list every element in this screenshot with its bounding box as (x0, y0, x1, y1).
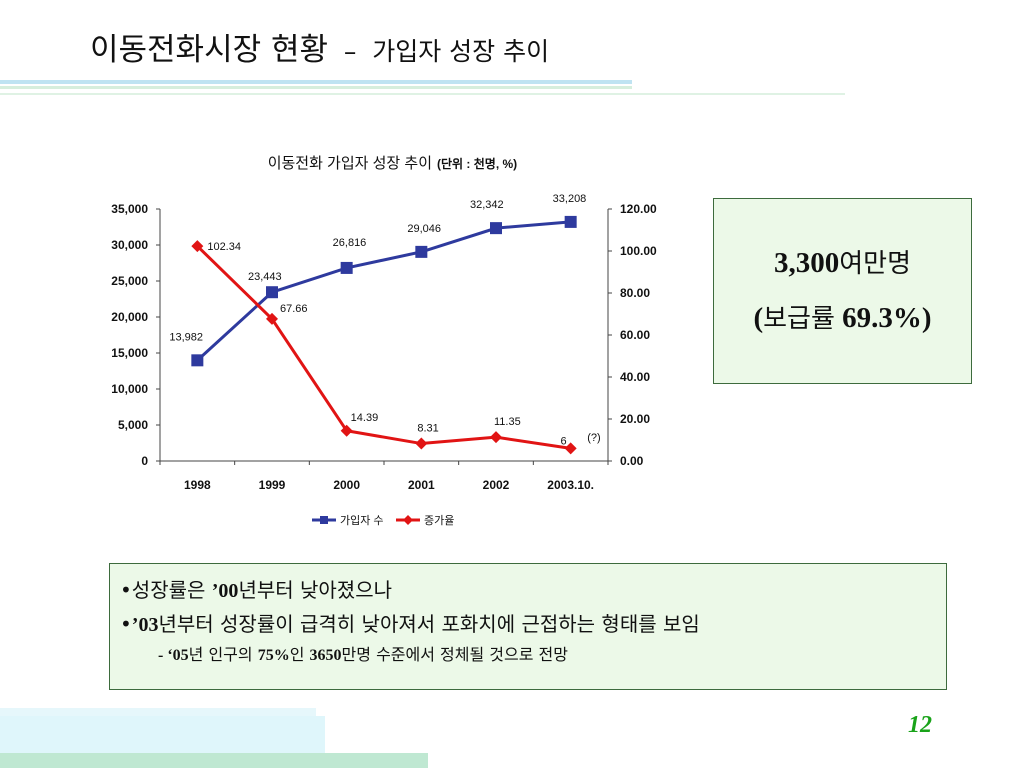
note-year: ’03 (131, 614, 159, 636)
growth-rate-point (490, 431, 502, 444)
subscriber-total: 3,300여만명 (714, 243, 971, 280)
subscriber-data-label: 32,342 (470, 199, 504, 211)
chart-title: 이동전화 가입자 성장 추이 (268, 155, 432, 172)
subscriber-point (415, 245, 428, 258)
penetration-rate: (보급률 69.3%) (714, 298, 971, 335)
series-line-subscribers (196, 220, 571, 362)
growth-rate-data-label: 14.39 (351, 412, 379, 424)
x-tick-label: 2002 (483, 478, 510, 492)
subscriber-data-label: 13,982 (169, 331, 203, 343)
footer-decoration-green (0, 753, 428, 768)
note-text: 년 인구의 (188, 645, 253, 664)
page-number: 12 (908, 712, 932, 738)
x-tick-label: 1999 (259, 478, 286, 492)
note-line-2: •’03년부터 성장률이 급격히 낮아져서 포화치에 근접하는 형태를 보임 (120, 608, 936, 642)
y-left-tick-label: 20,000 (111, 310, 148, 324)
chart-legend: 가입자 수 증가율 (312, 514, 454, 527)
growth-rate-data-label: 102.34 (207, 241, 241, 253)
y-right-tick-label: 80.00 (620, 286, 650, 300)
subscriber-data-label: 23,443 (248, 271, 282, 283)
x-tick-label: 2003.10. (547, 478, 594, 492)
chart-series-marks (191, 215, 577, 455)
note-bullet: • (120, 578, 132, 602)
subscriber-growth-chart: 이동전화 가입자 성장 추이 (단위 : 천명, %) 0 5,000 10,000… (111, 155, 657, 527)
subscriber-point (340, 261, 353, 274)
note-text: 성장률은 (131, 578, 206, 602)
slide-subtitle: 가입자 성장 추이 (372, 37, 550, 66)
slide-title-main: 이동전화시장 현황 (90, 32, 329, 68)
title-rule-bottom (0, 93, 845, 95)
growth-rate-point (266, 312, 278, 325)
x-tick-label: 2001 (408, 478, 435, 492)
growth-rate-point (191, 240, 204, 253)
legend-marker-subscribers (320, 516, 328, 524)
y-right-tick-label: 100.00 (620, 244, 657, 258)
note-year: - ‘05 (158, 647, 189, 664)
penetration-value: 69.3%) (842, 302, 932, 334)
growth-rate-point (415, 437, 428, 450)
penetration-open-paren: ( (753, 302, 764, 334)
growth-rate-data-label: 67.66 (280, 303, 308, 315)
growth-rate-point (340, 424, 353, 437)
y-right-tick-label: 120.00 (620, 202, 657, 216)
subscriber-point (490, 222, 502, 235)
note-year: ’00 (211, 580, 239, 602)
y-left-tick-label: 30,000 (111, 238, 148, 252)
subscriber-data-label: 29,046 (407, 223, 441, 235)
growth-rate-data-label: 11.35 (494, 416, 521, 428)
y-right-tick-label: 20.00 (620, 412, 650, 426)
x-tick-label: 2000 (333, 478, 360, 492)
note-percent: 75% (257, 647, 290, 664)
note-text: 년부터 낮아졌으나 (238, 578, 392, 602)
y-left-tick-label: 10,000 (111, 382, 148, 396)
y-right-tick-label: 0.00 (620, 454, 644, 468)
y-left-tick-label: 0 (141, 454, 148, 468)
subscriber-data-label: 33,208 (553, 193, 587, 205)
note-bullet: • (120, 612, 132, 636)
title-rule-top (0, 80, 632, 84)
note-text: 년부터 성장률이 급격히 낮아져서 포화치에 근접하는 형태를 보임 (158, 612, 700, 636)
subscriber-total-unit: 여만명 (839, 249, 911, 279)
note-text: 만명 수준에서 정체될 것으로 전망 (341, 645, 568, 664)
note-line-3: - ‘05년 인구의 75%인 3650만명 수준에서 정체될 것으로 전망 (120, 642, 936, 669)
y-left-tick-label: 35,000 (111, 202, 148, 216)
y-right-tick-label: 40.00 (620, 370, 650, 384)
x-tick-label: 1998 (184, 478, 211, 492)
y-left-tick-label: 5,000 (118, 418, 148, 432)
note-line-1: •성장률은 ’00년부터 낮아졌으나 (120, 574, 936, 608)
note-number: 3650 (309, 647, 342, 664)
legend-label-subscribers: 가입자 수 (340, 514, 384, 527)
slide-title: 이동전화시장 현황 – 가입자 성장 추이 (90, 24, 549, 69)
chart-axes: 0 5,000 10,000 15,000 20,000 25,000 30,000 35,0… (111, 202, 657, 492)
growth-rate-data-label: 8.31 (417, 423, 438, 435)
y-right-tick-label: 60.00 (620, 328, 650, 342)
legend-marker-growth-rate (403, 515, 413, 525)
chart-data-labels: 13,982 23,443 26,816 29,046 32,342 33,208 102.… (169, 193, 586, 447)
subscriber-point (266, 286, 278, 299)
chart-series-lines (196, 220, 571, 450)
summary-notes-box: •성장률은 ’00년부터 낮아졌으나 •’03년부터 성장률이 급격히 낮아져서… (109, 563, 947, 690)
subscriber-point (564, 215, 577, 228)
subscriber-data-label: 26,816 (333, 237, 367, 249)
chart-annotation: (?) (587, 432, 600, 444)
slide-title-dash: – (343, 37, 357, 66)
footer-decoration-cyan (0, 716, 325, 753)
legend-label-growth-rate: 증가율 (424, 514, 454, 527)
growth-rate-data-label: 6 (561, 435, 567, 447)
chart-title-unit: (단위 : 천명, %) (437, 156, 517, 171)
title-rule-middle (0, 86, 632, 89)
y-left-tick-label: 15,000 (111, 346, 148, 360)
y-left-tick-label: 25,000 (111, 274, 148, 288)
subscriber-total-box: 3,300여만명 (보급률 69.3%) (713, 198, 972, 384)
growth-rate-point (564, 442, 577, 455)
penetration-label: 보급률 (763, 304, 835, 334)
subscriber-point (191, 354, 204, 367)
series-line-growth-rate (196, 245, 571, 450)
note-text: 인 (289, 645, 305, 664)
subscriber-total-number: 3,300 (773, 247, 840, 279)
